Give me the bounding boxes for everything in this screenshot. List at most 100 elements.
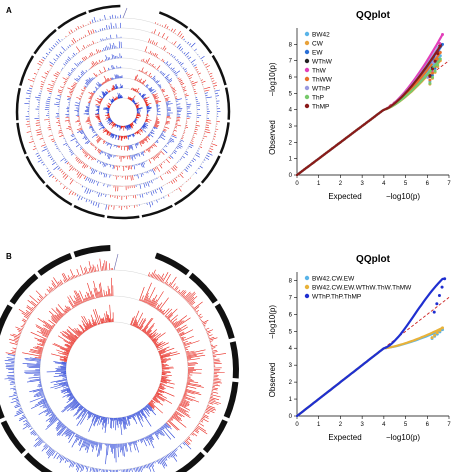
chromosome-band <box>214 303 235 340</box>
peak-spike <box>122 7 128 19</box>
legend-entry: WThW <box>312 58 333 65</box>
data-point <box>433 59 437 63</box>
ring-bars-red <box>56 46 190 181</box>
ring-baseline <box>58 47 188 177</box>
chromosome-band <box>175 451 205 472</box>
legend-entry: BW42.CW.EW.WThW.ThW.ThMW <box>312 284 412 291</box>
legend-marker <box>304 293 310 299</box>
x-tick-label: 4 <box>382 181 386 187</box>
x-tick-label: 7 <box>447 422 451 428</box>
chromosome-band <box>57 11 87 30</box>
ring-bars-red <box>85 74 162 151</box>
ring-bars-blue <box>95 83 152 141</box>
y-tick-label: 4 <box>289 108 293 114</box>
data-point <box>433 69 437 73</box>
ring-bars-blue <box>102 92 143 131</box>
chromosome-band <box>106 215 140 220</box>
legend-marker <box>304 31 310 37</box>
y-axis-formula: −log10(p) <box>268 62 277 96</box>
legend-entry: WThP <box>312 85 330 92</box>
y-tick-label: 3 <box>289 363 293 369</box>
y-tick-label: 0 <box>289 414 293 420</box>
x-axis-label: Expected <box>328 433 361 442</box>
chromosome-band <box>15 87 21 121</box>
ring-bars-red <box>104 95 141 131</box>
data-point <box>428 81 432 85</box>
legend-marker <box>304 275 310 281</box>
y-tick-label: 2 <box>289 140 293 146</box>
legend-entry: BW42.CW.EW <box>312 275 355 282</box>
y-tick-label: 5 <box>289 329 293 335</box>
chromosome-band <box>229 341 239 379</box>
y-tick-label: 4 <box>289 346 293 352</box>
series-line <box>295 277 446 418</box>
data-point <box>438 51 442 54</box>
chromosome-band <box>188 272 218 304</box>
peak-spike <box>113 253 119 271</box>
ring-baseline <box>48 37 198 187</box>
y-tick-label: 0 <box>289 173 293 179</box>
data-point <box>438 57 442 61</box>
panel-label-b: B <box>6 252 12 261</box>
y-tick-label: 1 <box>289 157 293 163</box>
data-point <box>438 328 442 332</box>
x-tick-label: 2 <box>339 181 343 187</box>
legend-marker <box>304 103 310 109</box>
chromosome-band <box>0 403 5 420</box>
x-tick-label: 0 <box>295 422 299 428</box>
chromosome-band <box>219 122 230 154</box>
x-tick-label: 4 <box>382 422 386 428</box>
y-tick-label: 6 <box>289 75 293 81</box>
panel-label-a: A <box>6 6 12 15</box>
data-point <box>435 302 439 306</box>
data-point <box>440 33 444 37</box>
y-tick-label: 8 <box>289 42 293 48</box>
data-point <box>433 333 437 337</box>
chromosome-band <box>73 245 111 258</box>
legend-marker <box>304 284 310 290</box>
legend-entry: ThW <box>312 67 327 74</box>
ring-bars-blue <box>65 53 183 170</box>
data-point <box>440 285 444 289</box>
data-point <box>436 52 440 56</box>
data-point <box>438 44 442 48</box>
data-point <box>428 78 432 82</box>
ring-bars-red <box>5 258 227 446</box>
chromosome-band <box>19 55 35 86</box>
legend-entry: BW42 <box>312 31 330 38</box>
y-tick-label: 1 <box>289 397 293 403</box>
ring-bars-red <box>95 84 152 141</box>
data-point <box>438 42 442 46</box>
chromosome-band <box>158 11 189 29</box>
data-point <box>430 71 434 75</box>
legend-entry: CW <box>312 40 324 47</box>
x-axis-formula: −log10(p) <box>386 192 420 201</box>
ring-bars-red <box>44 38 200 192</box>
x-axis-label: Expected <box>328 192 361 201</box>
chromosome-band <box>223 381 239 419</box>
data-point <box>440 326 444 330</box>
y-tick-label: 8 <box>289 278 293 284</box>
legend-entry: ThWW <box>312 76 333 83</box>
chromosome-band <box>9 273 39 305</box>
ring-bars-blue <box>44 34 202 189</box>
chromosome-band <box>45 184 73 206</box>
chromosome-band <box>33 28 57 55</box>
legend-marker <box>304 94 310 100</box>
chromosome-band <box>37 252 73 276</box>
y-tick-label: 3 <box>289 124 293 130</box>
chromosome-band <box>25 155 46 185</box>
series-line <box>295 328 444 418</box>
chromosome-band <box>23 452 53 472</box>
ring-bars-blue <box>54 41 192 179</box>
legend-entry: ThP <box>312 94 324 101</box>
x-tick-label: 6 <box>426 181 430 187</box>
data-point <box>437 293 441 297</box>
chromosome-band <box>73 204 105 218</box>
x-tick-label: 0 <box>295 181 299 187</box>
chromosome-band <box>141 204 173 218</box>
legend-entry: WThP.ThP.ThMP <box>312 293 361 300</box>
ring-bars-blue <box>22 357 176 465</box>
y-tick-label: 2 <box>289 380 293 386</box>
